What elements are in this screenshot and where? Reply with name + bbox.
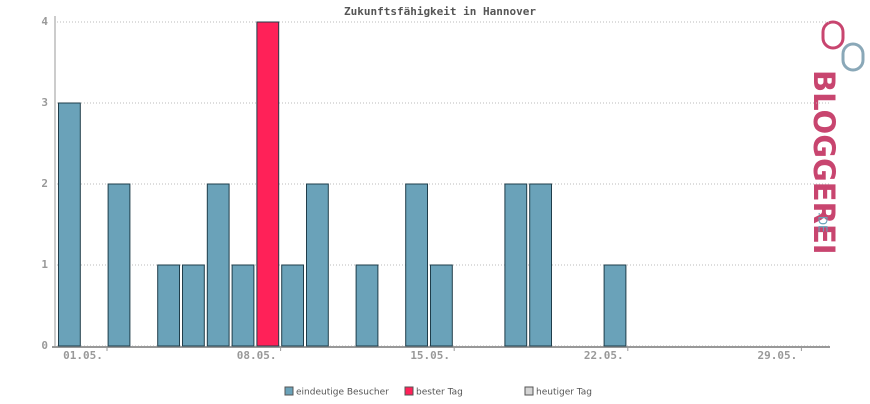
bar	[231, 264, 255, 347]
legend-swatch	[404, 386, 414, 396]
bar	[107, 183, 131, 347]
bar	[603, 264, 627, 347]
logo-text: BLOGGEREI	[807, 70, 841, 255]
bar	[504, 183, 528, 347]
y-tick-label: 4	[41, 15, 48, 28]
bar	[306, 183, 329, 347]
legend-swatch	[524, 386, 534, 396]
logo-suffix: .DE	[816, 212, 830, 233]
bar	[182, 264, 205, 347]
logo: BLOGGEREI .DE	[807, 70, 841, 255]
chart-title: Zukunftsfähigkeit in Hannover	[344, 5, 536, 18]
legend-label: eindeutige Besucher	[296, 388, 389, 398]
x-tick-label: 08.05.	[237, 349, 277, 362]
bar	[529, 183, 553, 347]
bar	[256, 21, 280, 347]
legend-swatch	[284, 386, 294, 396]
x-tick-label: 15.05.	[410, 349, 450, 362]
y-tick-label: 3	[41, 96, 48, 109]
bar	[355, 264, 379, 347]
legend-label: heutiger Tag	[536, 388, 592, 398]
y-tick-label: 1	[41, 258, 48, 271]
legend-label: bester Tag	[416, 388, 463, 398]
y-tick-label: 0	[41, 339, 48, 352]
bar	[281, 264, 305, 347]
logo-icon	[821, 20, 865, 72]
bar	[206, 183, 230, 347]
bar	[157, 264, 180, 347]
bar	[430, 264, 453, 347]
y-tick-label: 2	[41, 177, 48, 190]
x-tick-label: 29.05.	[758, 349, 798, 362]
x-tick-label: 01.05.	[63, 349, 103, 362]
bar	[58, 102, 81, 347]
x-tick-label: 22.05.	[584, 349, 624, 362]
bar	[405, 183, 429, 347]
